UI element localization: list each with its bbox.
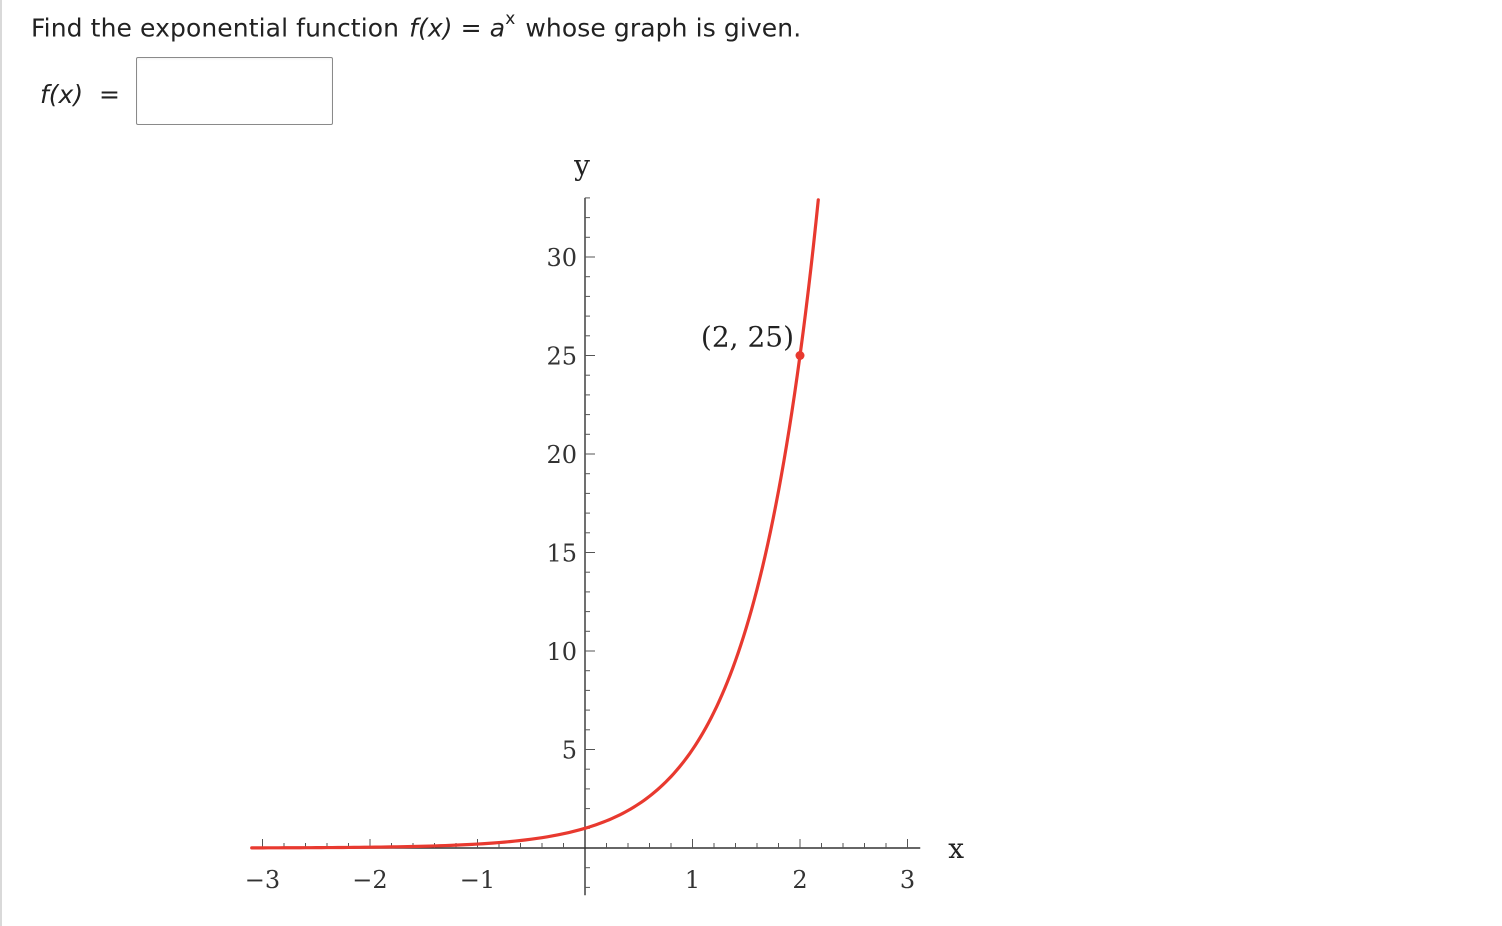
x-tick-label: 3 <box>900 866 915 894</box>
left-border-rule <box>0 0 2 926</box>
x-tick-label: −2 <box>352 866 387 894</box>
answer-label: f(x) = <box>40 80 120 109</box>
x-tick-label: −3 <box>245 866 280 894</box>
question-function: f(x) <box>409 13 453 43</box>
question-equals: = <box>460 13 482 43</box>
answer-equals: = <box>99 80 120 109</box>
y-axis-label: y <box>573 149 590 182</box>
y-tick-label: 5 <box>562 737 577 765</box>
y-tick-label: 20 <box>546 441 577 469</box>
tick-labels: −3 −2 −1 1 2 3 5 10 15 20 25 30 <box>245 244 915 894</box>
y-tick-label: 10 <box>546 638 577 666</box>
x-tick-label: 1 <box>685 866 700 894</box>
y-tick-label: 25 <box>546 343 577 371</box>
exponential-curve <box>250 198 820 850</box>
y-tick-label: 30 <box>546 244 577 272</box>
answer-input[interactable] <box>136 57 333 125</box>
x-tick-label: 2 <box>792 866 807 894</box>
y-tick-label: 15 <box>546 540 577 568</box>
x-axis-label: x <box>948 832 964 865</box>
question-exponent: x <box>505 9 516 29</box>
point-label: (2, 25) <box>701 321 794 354</box>
marked-points: (2, 25) <box>701 321 805 360</box>
x-tick-label: −1 <box>460 866 495 894</box>
question-suffix: whose graph is given. <box>525 13 802 43</box>
question-text: Find the exponential function f(x) = ax wh… <box>31 9 802 43</box>
axes <box>251 197 921 896</box>
answer-function-label: f(x) <box>40 80 84 109</box>
point-marker <box>795 351 805 360</box>
question-base: a <box>489 13 506 43</box>
question-prefix: Find the exponential function <box>31 13 400 43</box>
